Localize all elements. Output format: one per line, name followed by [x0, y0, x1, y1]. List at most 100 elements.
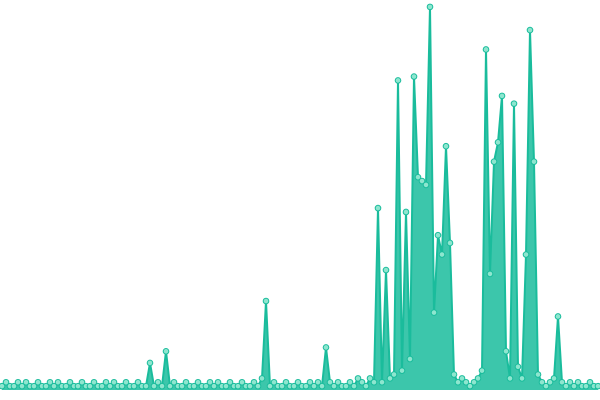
marker [558, 378, 566, 386]
marker [210, 382, 218, 390]
marker [482, 46, 490, 53]
marker [422, 181, 430, 189]
marker [270, 378, 278, 386]
marker [246, 382, 254, 390]
marker [310, 382, 318, 390]
marker [394, 77, 402, 84]
marker [146, 359, 154, 367]
marker [526, 26, 534, 34]
marker [134, 378, 142, 386]
marker [434, 231, 442, 239]
marker [586, 378, 594, 386]
marker [66, 378, 74, 386]
marker [254, 382, 262, 390]
marker [486, 270, 494, 278]
marker [362, 382, 370, 390]
marker [450, 371, 458, 378]
marker [582, 382, 590, 390]
marker [278, 382, 286, 390]
marker [106, 382, 114, 390]
marker [358, 378, 366, 386]
marker [438, 251, 446, 258]
marker [306, 378, 314, 386]
marker [506, 375, 514, 382]
marker [430, 309, 438, 316]
marker [374, 204, 382, 212]
marker [46, 378, 54, 386]
marker [30, 382, 38, 390]
marker [426, 3, 434, 11]
marker [494, 139, 502, 146]
marker [462, 378, 470, 386]
marker [194, 378, 202, 386]
marker [406, 355, 414, 363]
marker [202, 382, 210, 390]
marker [206, 378, 214, 386]
marker [222, 382, 230, 390]
marker [522, 251, 530, 258]
marker [534, 371, 542, 378]
marker [18, 382, 26, 390]
marker [98, 382, 106, 390]
marker [326, 378, 334, 386]
marker [0, 382, 6, 390]
marker [190, 382, 198, 390]
marker [102, 378, 110, 386]
marker [234, 382, 242, 390]
marker [546, 378, 554, 386]
marker [54, 378, 62, 386]
marker [566, 378, 574, 386]
marker [442, 142, 450, 150]
marker [182, 378, 190, 386]
marker [86, 382, 94, 390]
marker [290, 382, 298, 390]
marker [118, 382, 126, 390]
marker [262, 297, 270, 305]
marker [170, 378, 178, 386]
marker [50, 382, 58, 390]
marker [594, 382, 600, 390]
marker [322, 344, 330, 351]
marker [294, 378, 302, 386]
marker [562, 382, 570, 390]
marker [478, 367, 486, 374]
marker [238, 378, 246, 386]
marker [162, 348, 170, 355]
marker [22, 378, 30, 386]
marker [90, 378, 98, 386]
marker [398, 367, 406, 374]
marker [518, 375, 526, 382]
marker [166, 382, 174, 390]
marker [570, 382, 578, 390]
marker [458, 375, 466, 382]
marker [154, 378, 162, 386]
marker [250, 378, 258, 386]
marker [386, 375, 394, 382]
marker [130, 382, 138, 390]
marker [74, 382, 82, 390]
marker [446, 239, 454, 247]
marker [266, 382, 274, 390]
marker [226, 378, 234, 386]
marker [366, 375, 374, 382]
marker [370, 378, 378, 386]
marker [418, 177, 426, 185]
marker [34, 378, 42, 386]
marker [350, 382, 358, 390]
marker [282, 378, 290, 386]
marker [150, 382, 158, 390]
marker [542, 382, 550, 390]
marker [2, 378, 10, 386]
marker [110, 378, 118, 386]
marker [554, 313, 562, 320]
marker [78, 378, 86, 386]
marker [498, 92, 506, 100]
marker [574, 378, 582, 386]
area-fill [2, 6, 598, 391]
marker [158, 382, 166, 390]
marker [390, 371, 398, 378]
marker [474, 375, 482, 382]
marker [514, 363, 522, 371]
marker [258, 375, 266, 382]
